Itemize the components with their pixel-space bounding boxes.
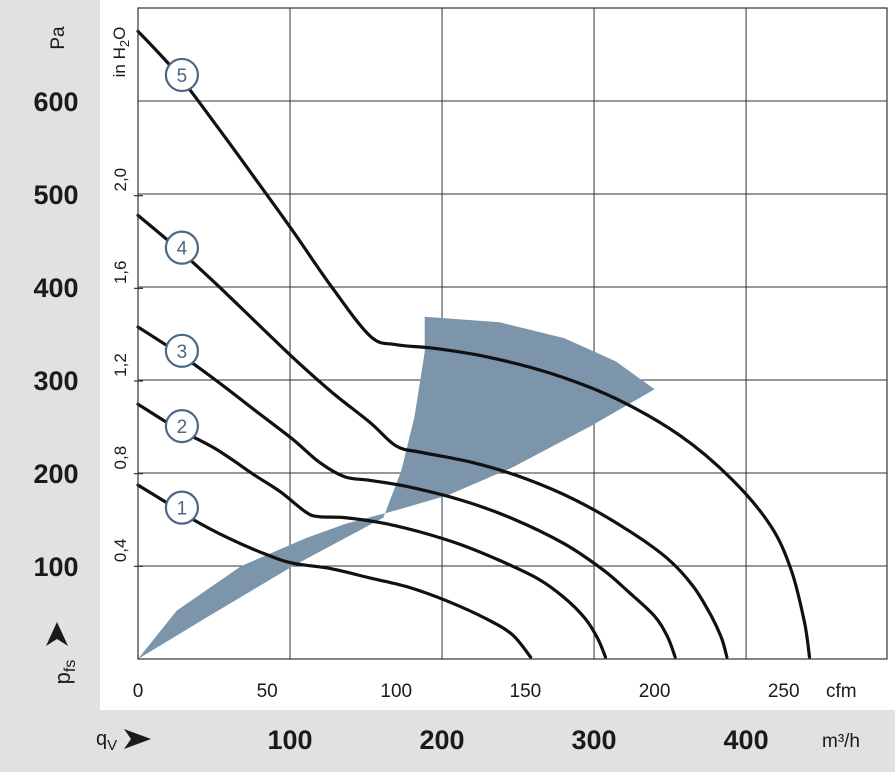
- cfm-axis-strip: [100, 659, 895, 710]
- bottom-axis-band: [0, 710, 895, 772]
- curve-label-text: 1: [177, 499, 188, 520]
- cfm-tick-label: 100: [380, 681, 412, 702]
- cfm-tick-label: 150: [510, 681, 542, 702]
- inh2o-tick-labels: 0,4 0,8 1,2 1,6 2,0: [111, 168, 130, 562]
- curve-2: [136, 402, 608, 659]
- pfs-axis-label: pfs: [50, 660, 79, 685]
- qv-axis-label: qV: [96, 728, 117, 754]
- cfm-tick-label: 0: [133, 681, 144, 702]
- curve-label-1: 1: [164, 490, 200, 525]
- pa-tick-label: 300: [33, 366, 78, 396]
- inh2o-tick-label: 1,6: [111, 261, 130, 285]
- curve-label-circle: [164, 333, 200, 368]
- curve-series: [136, 29, 812, 659]
- m3h-tick-labels: 100 200 300 400: [267, 725, 768, 755]
- m3h-tick-label: 200: [420, 725, 465, 755]
- pa-tick-label: 500: [33, 180, 78, 210]
- curve-label-circle: [164, 408, 200, 444]
- curve-label-2: 2: [164, 408, 200, 444]
- inh2o-tick-label: 0,8: [111, 446, 130, 470]
- pa-tick-label: 100: [33, 552, 78, 582]
- pa-tick-label: 600: [33, 87, 78, 117]
- curve-label-3: 3: [164, 333, 200, 368]
- qv-arrow-icon: [124, 729, 151, 749]
- plot-frame: [137, 7, 888, 660]
- curve-4: [136, 213, 729, 659]
- pa-tick-label: 400: [33, 273, 78, 303]
- curve-3: [136, 325, 677, 659]
- pa-tick-label: 200: [33, 459, 78, 489]
- curve-label-text: 4: [177, 239, 188, 260]
- curve-label-text: 2: [177, 417, 188, 438]
- cfm-tick-label: 250: [768, 681, 800, 702]
- inh2o-tick-label: 2,0: [111, 168, 130, 192]
- inh2o-tick-label: 1,2: [111, 353, 130, 377]
- m3h-tick-label: 100: [267, 725, 312, 755]
- m3h-tick-label: 400: [724, 725, 769, 755]
- curve-label-circle: [164, 57, 200, 93]
- pa-tick-labels: 100 200 300 400 500 600: [33, 87, 78, 582]
- curve-label-4: 4: [164, 230, 200, 265]
- curve-label-circle: [164, 230, 200, 265]
- cfm-unit-label: cfm: [826, 681, 857, 702]
- m3h-tick-label: 300: [572, 725, 617, 755]
- m3h-unit-label: m³/h: [822, 731, 860, 752]
- cfm-tick-label: 200: [639, 681, 671, 702]
- pa-unit-label: Pa: [48, 26, 69, 50]
- inh2o-unit-label: in H2O: [110, 27, 132, 78]
- inh2o-tick-label: 0,4: [111, 539, 130, 563]
- curve-label-5: 5: [164, 57, 200, 93]
- curve-label-text: 3: [177, 342, 188, 363]
- curve-5: [136, 29, 812, 659]
- operating-region: [138, 316, 655, 659]
- pfs-arrow-icon: [46, 622, 68, 646]
- curve-markers: 1 2 3 4 5: [164, 57, 200, 525]
- cfm-tick-labels: 0 50 100 150 200 250: [133, 681, 800, 702]
- cfm-tick-label: 50: [257, 681, 278, 702]
- curve-label-circle: [164, 490, 200, 525]
- curve-label-text: 5: [177, 66, 188, 87]
